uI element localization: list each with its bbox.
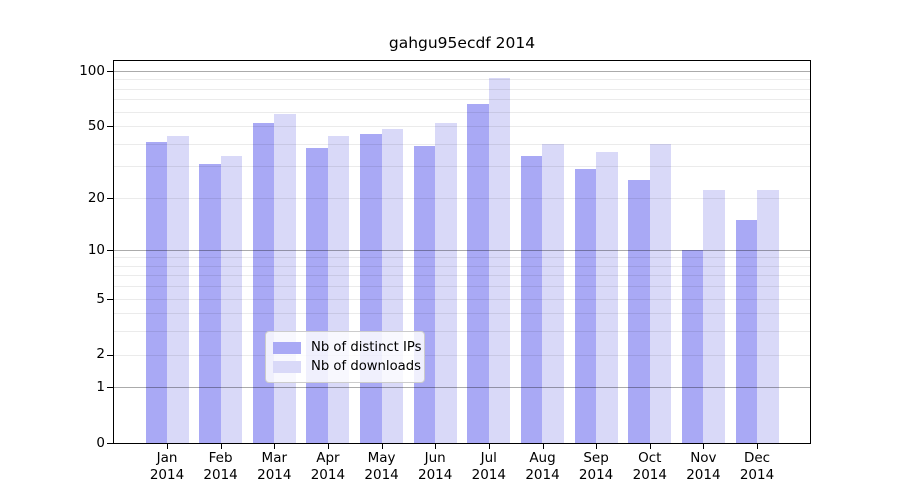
x-tick-mark <box>435 444 437 449</box>
gridline-10 <box>114 249 810 251</box>
x-tick-label-dec: Dec 2014 <box>739 450 775 483</box>
y-tick-mark <box>107 298 113 300</box>
legend: Nb of distinct IPs Nb of downloads <box>265 331 425 383</box>
y-tick-mark <box>107 126 113 128</box>
y-tick-mark <box>107 249 113 251</box>
gridline-5 <box>114 298 810 300</box>
y-tick-label-5: 5 <box>96 290 105 307</box>
bar-downloads-oct <box>649 143 672 443</box>
gridline-9 <box>114 257 810 259</box>
x-tick-mark <box>381 444 383 449</box>
bar-distinct-ips-jul <box>467 104 489 443</box>
chart-title: gahgu95ecdf 2014 <box>388 34 536 52</box>
bar-downloads-jan <box>167 136 189 443</box>
y-tick-label-50: 50 <box>87 118 105 135</box>
gridline-6 <box>114 286 810 288</box>
legend-swatch-distinct-ips <box>273 341 301 354</box>
y-tick-label-20: 20 <box>87 189 105 206</box>
x-tick-mark <box>327 444 329 449</box>
bar-downloads-nov <box>703 190 725 443</box>
gridline-70 <box>114 99 810 101</box>
x-tick-mark <box>274 444 276 449</box>
bar-distinct-ips-feb <box>199 163 221 443</box>
y-tick-mark <box>107 387 113 389</box>
legend-item-downloads: Nb of downloads <box>273 357 421 376</box>
gridline-7 <box>114 275 810 277</box>
gridline-30 <box>114 166 810 168</box>
bar-downloads-dec <box>757 190 779 443</box>
bar-distinct-ips-oct <box>628 180 650 443</box>
gridline-100 <box>114 71 810 72</box>
gridline-1 <box>114 387 810 389</box>
x-tick-mark <box>488 444 490 449</box>
x-tick-label-aug: Aug 2014 <box>525 450 560 483</box>
x-tick-mark <box>220 444 222 449</box>
legend-label-distinct-ips: Nb of distinct IPs <box>311 340 422 355</box>
x-tick-label-nov: Nov 2014 <box>686 450 721 483</box>
x-tick-mark <box>167 444 168 449</box>
x-tick-label-jul: Jul 2014 <box>471 450 506 483</box>
bar-distinct-ips-mar <box>252 123 275 443</box>
y-tick-label-2: 2 <box>96 346 105 363</box>
bar-distinct-ips-apr <box>306 147 328 443</box>
x-tick-mark <box>703 444 705 449</box>
x-tick-label-may: May 2014 <box>364 450 399 483</box>
x-tick-mark <box>596 444 598 449</box>
bar-downloads-jun <box>435 123 457 443</box>
x-tick-label-sep: Sep 2014 <box>578 450 614 483</box>
bar-downloads-feb <box>220 156 243 443</box>
bar-distinct-ips-nov <box>681 249 704 443</box>
y-tick-label-10: 10 <box>87 241 105 258</box>
gridline-50 <box>114 126 810 128</box>
x-tick-label-jun: Jun 2014 <box>418 450 453 483</box>
y-tick-mark <box>107 197 113 199</box>
gridline-8 <box>114 265 810 267</box>
gridline-90 <box>114 79 810 81</box>
gridline-2 <box>114 354 810 356</box>
gridline-3 <box>114 331 810 333</box>
y-tick-mark <box>107 71 113 72</box>
bar-distinct-ips-jun <box>413 145 436 443</box>
bar-downloads-sep <box>596 152 618 443</box>
bar-distinct-ips-sep <box>574 168 597 443</box>
x-tick-label-mar: Mar 2014 <box>257 450 292 483</box>
bar-distinct-ips-may <box>360 134 382 443</box>
y-tick-label-100: 100 <box>79 63 105 80</box>
bar-distinct-ips-aug <box>520 156 543 443</box>
bar-downloads-jul <box>488 77 511 443</box>
legend-item-distinct-ips: Nb of distinct IPs <box>273 338 422 357</box>
gridline-80 <box>114 88 810 90</box>
x-tick-mark <box>649 444 651 449</box>
x-tick-label-feb: Feb 2014 <box>203 450 238 483</box>
gridline-4 <box>114 313 810 315</box>
x-tick-mark <box>542 444 544 449</box>
y-tick-mark <box>107 443 113 444</box>
x-tick-label-jan: Jan 2014 <box>149 450 185 483</box>
bar-downloads-aug <box>542 143 564 443</box>
y-tick-label-1: 1 <box>96 379 105 396</box>
y-tick-mark <box>107 354 113 356</box>
legend-swatch-downloads <box>273 360 301 373</box>
gridline-40 <box>114 143 810 145</box>
bar-distinct-ips-jan <box>145 141 167 443</box>
bar-downloads-mar <box>274 114 296 443</box>
plot-area <box>113 60 811 444</box>
bar-downloads-apr <box>327 136 350 443</box>
legend-label-downloads: Nb of downloads <box>311 359 421 374</box>
bar-distinct-ips-dec <box>735 219 758 443</box>
gridline-60 <box>114 111 810 113</box>
x-tick-label-apr: Apr 2014 <box>310 450 346 483</box>
gridline-20 <box>114 197 810 199</box>
x-tick-mark <box>757 444 758 449</box>
y-tick-label-0: 0 <box>96 435 105 451</box>
x-tick-label-oct: Oct 2014 <box>632 450 667 483</box>
